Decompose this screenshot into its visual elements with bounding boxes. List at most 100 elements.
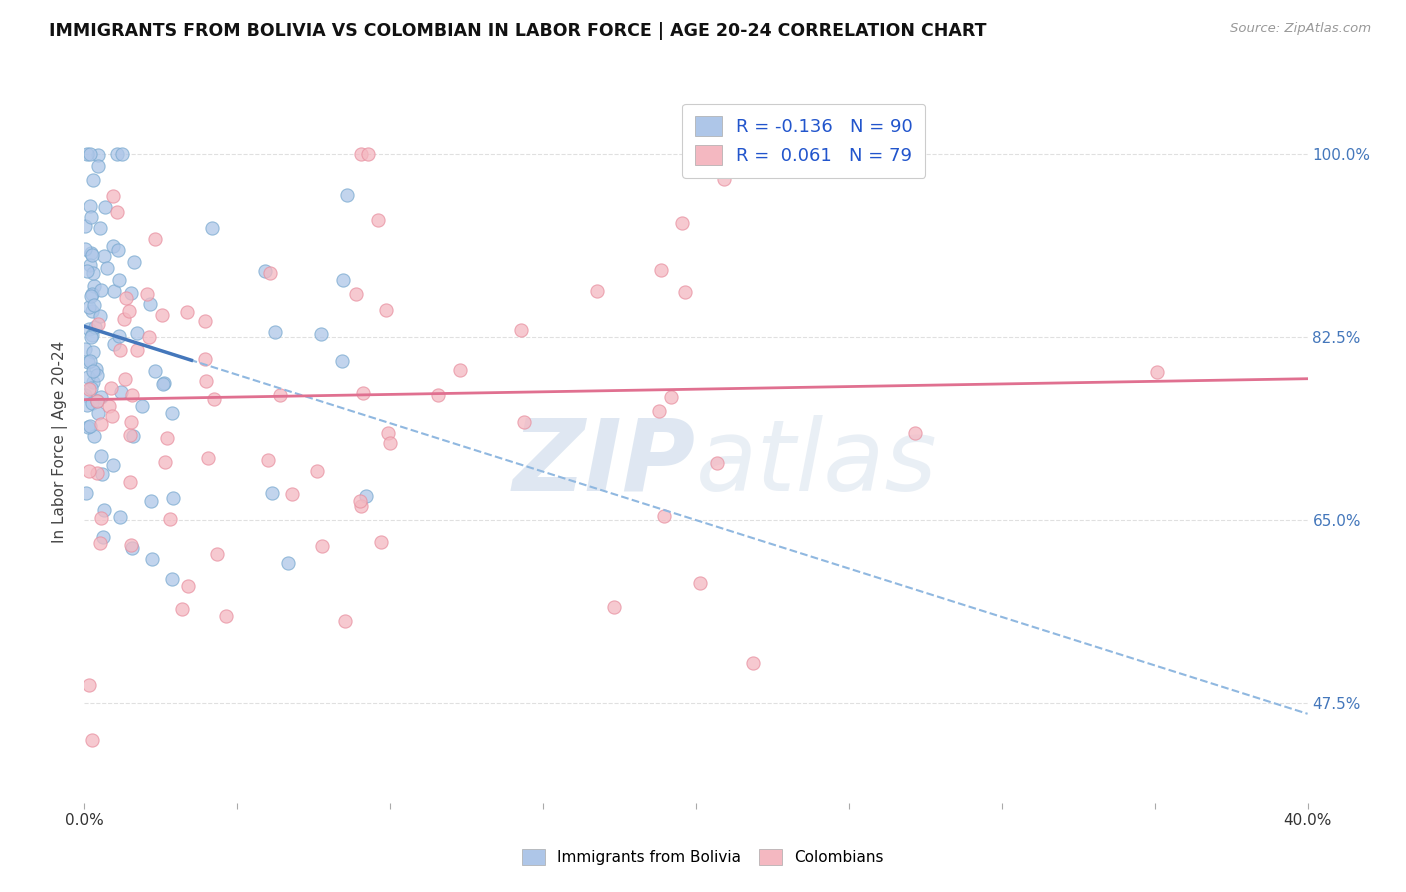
Point <box>96 261 118 276</box>
Point <box>253 263 276 277</box>
Point <box>127 343 149 357</box>
Point <box>305 464 328 478</box>
Point <box>90 283 112 297</box>
Point <box>141 552 163 566</box>
Point <box>150 308 173 322</box>
Point <box>120 415 142 429</box>
Point <box>311 539 333 553</box>
Point <box>152 376 174 390</box>
Point <box>120 538 142 552</box>
Point <box>82 266 104 280</box>
Point <box>83 428 105 442</box>
Point <box>79 146 101 161</box>
Point <box>176 305 198 319</box>
Point <box>122 254 145 268</box>
Point <box>121 429 143 443</box>
Point <box>80 246 103 260</box>
Point <box>77 322 100 336</box>
Point <box>349 494 371 508</box>
Point <box>111 146 134 161</box>
Point <box>93 248 115 262</box>
Point <box>108 273 131 287</box>
Point <box>378 436 401 450</box>
Point <box>156 431 179 445</box>
Point <box>80 328 103 343</box>
Point <box>87 406 110 420</box>
Point <box>309 326 332 341</box>
Text: ZIP: ZIP <box>513 415 696 512</box>
Point <box>706 456 728 470</box>
Point <box>101 409 124 424</box>
Point <box>152 376 174 391</box>
Point <box>139 297 162 311</box>
Point <box>110 385 132 400</box>
Point <box>153 454 176 468</box>
Point <box>139 494 162 508</box>
Point <box>277 556 299 570</box>
Point <box>89 535 111 549</box>
Point <box>79 199 101 213</box>
Point <box>75 342 97 356</box>
Point <box>103 238 125 252</box>
Point <box>77 678 100 692</box>
Point <box>125 326 148 340</box>
Point <box>194 351 217 366</box>
Point <box>121 541 143 555</box>
Point <box>350 499 373 513</box>
Point <box>586 284 609 298</box>
Point <box>80 248 103 262</box>
Point <box>1146 365 1168 379</box>
Point <box>76 264 98 278</box>
Point <box>131 399 153 413</box>
Point <box>352 385 374 400</box>
Point <box>82 364 104 378</box>
Point <box>80 381 103 395</box>
Point <box>76 146 98 161</box>
Point <box>110 510 132 524</box>
Point <box>100 381 122 395</box>
Point <box>427 388 450 402</box>
Point <box>263 325 285 339</box>
Point <box>87 318 110 332</box>
Point <box>603 599 626 614</box>
Point <box>87 147 110 161</box>
Point <box>86 394 108 409</box>
Point <box>79 258 101 272</box>
Point <box>354 489 377 503</box>
Point <box>671 216 693 230</box>
Point <box>259 266 281 280</box>
Point <box>115 291 138 305</box>
Point <box>75 387 97 401</box>
Point <box>205 547 228 561</box>
Point <box>377 425 399 440</box>
Point <box>83 320 105 334</box>
Text: Source: ZipAtlas.com: Source: ZipAtlas.com <box>1230 22 1371 36</box>
Point <box>101 189 124 203</box>
Point <box>162 491 184 505</box>
Y-axis label: In Labor Force | Age 20-24: In Labor Force | Age 20-24 <box>52 341 69 542</box>
Point <box>80 211 103 225</box>
Point <box>143 232 166 246</box>
Point <box>86 466 108 480</box>
Point <box>103 284 125 298</box>
Point <box>90 417 112 431</box>
Text: atlas: atlas <box>696 415 938 512</box>
Point <box>160 406 183 420</box>
Point <box>370 535 392 549</box>
Point <box>197 450 219 465</box>
Point <box>159 511 181 525</box>
Point <box>79 382 101 396</box>
Point <box>105 146 128 161</box>
Point <box>79 418 101 433</box>
Point <box>112 311 135 326</box>
Point <box>80 396 103 410</box>
Point <box>652 509 675 524</box>
Point <box>83 298 105 312</box>
Point <box>260 486 283 500</box>
Point <box>281 487 304 501</box>
Point <box>77 463 100 477</box>
Point <box>75 242 97 256</box>
Point <box>650 263 672 277</box>
Point <box>659 390 682 404</box>
Point <box>162 572 184 586</box>
